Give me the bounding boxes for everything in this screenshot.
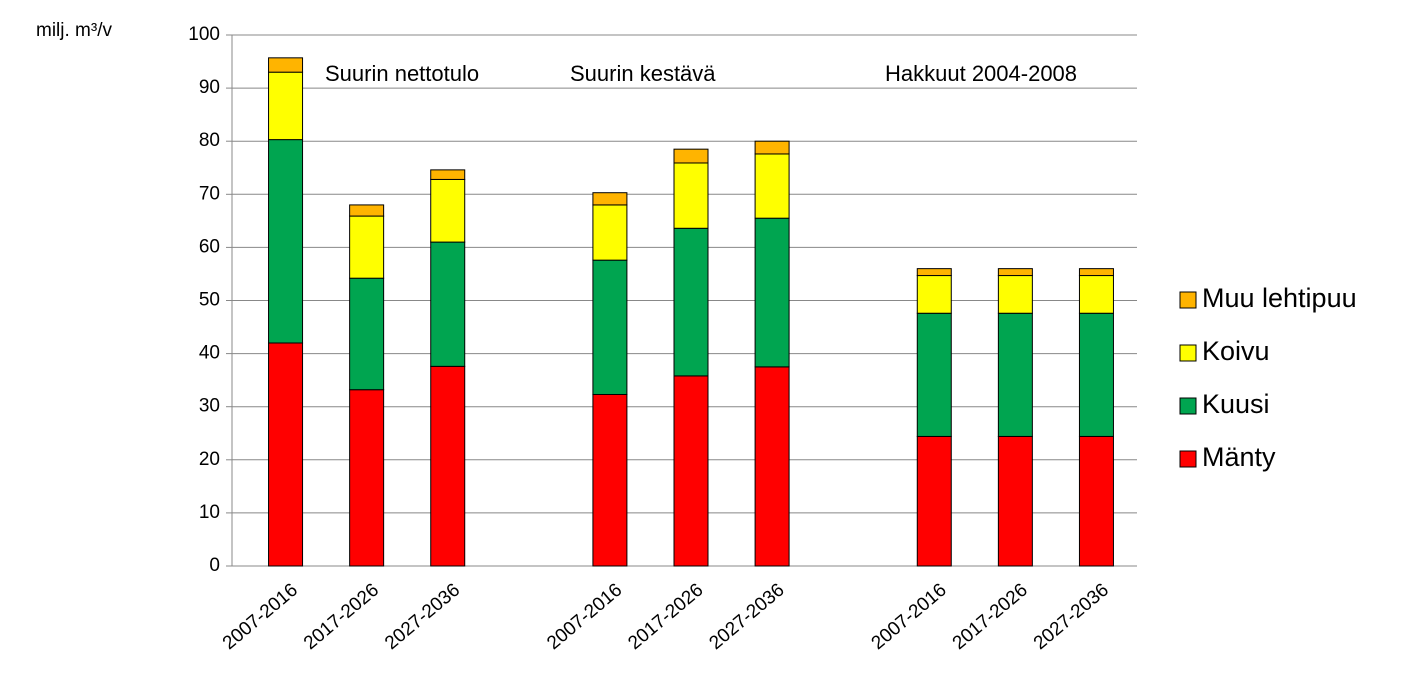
bar-segment: [349, 277, 385, 391]
bar-segment: [430, 169, 466, 180]
bar-segment: [916, 268, 952, 277]
bar-segment: [349, 215, 385, 279]
bar-segment: [754, 140, 790, 155]
bar-segment: [592, 204, 628, 261]
legend-label: Koivu: [1202, 336, 1270, 366]
bar-segment: [1078, 275, 1114, 314]
bar-segment: [916, 312, 952, 437]
y-tick-label: 100: [188, 24, 220, 45]
y-tick-label: 30: [199, 396, 220, 417]
x-tick-label: 2017-2026: [300, 580, 383, 655]
y-tick-label: 10: [199, 502, 220, 523]
bar-segment: [349, 389, 385, 567]
bar-segment: [268, 342, 304, 567]
x-tick-label: 2027-2036: [1030, 580, 1113, 655]
bar-segment: [997, 268, 1033, 277]
bar-segment: [997, 312, 1033, 437]
bar-segment: [1078, 435, 1114, 567]
y-tick-label: 40: [199, 343, 220, 364]
legend-marker: [1179, 291, 1197, 309]
bar-segment: [1078, 312, 1114, 437]
bar-segment: [754, 217, 790, 368]
y-tick-label: 70: [199, 183, 220, 204]
bar-segment: [268, 57, 304, 73]
legend-label: Mänty: [1202, 442, 1276, 472]
bar-segment: [673, 227, 709, 377]
x-tick-label: 2007-2016: [543, 580, 626, 655]
bar-segment: [673, 148, 709, 164]
bar-segment: [997, 435, 1033, 567]
legend-marker: [1179, 450, 1197, 468]
y-tick-label: 50: [199, 290, 220, 311]
y-tick-label: 90: [199, 77, 220, 98]
x-tick-label: 2017-2026: [949, 580, 1032, 655]
bar-segment: [997, 275, 1033, 314]
bar-segment: [916, 275, 952, 314]
bar-segment: [1078, 268, 1114, 277]
legend-marker: [1179, 344, 1197, 362]
x-tick-label: 2027-2036: [381, 580, 464, 655]
y-tick-label: 80: [199, 130, 220, 151]
y-tick-label: 0: [209, 555, 220, 576]
bar-segment: [916, 435, 952, 567]
y-tick-label: 60: [199, 236, 220, 257]
annotation: Hakkuut 2004-2008: [885, 61, 1077, 86]
legend-marker: [1179, 397, 1197, 415]
bar-segment: [673, 375, 709, 567]
bar-segment: [430, 365, 466, 567]
bar-segment: [754, 153, 790, 219]
x-tick-label: 2007-2016: [219, 580, 302, 655]
bar-segment: [430, 178, 466, 243]
bar-segment: [673, 162, 709, 229]
x-tick-label: 2017-2026: [624, 580, 707, 655]
legend-label: Muu lehtipuu: [1202, 283, 1357, 313]
y-tick-label: 20: [199, 449, 220, 470]
bar-segment: [268, 139, 304, 344]
bar-segment: [268, 71, 304, 141]
x-tick-label: 2007-2016: [868, 580, 951, 655]
bar-segment: [592, 393, 628, 567]
bar-segment: [592, 192, 628, 206]
x-tick-label: 2027-2036: [705, 580, 788, 655]
bar-segment: [349, 204, 385, 217]
y-axis-label: milj. m³/v: [36, 20, 112, 41]
annotation: Suurin kestävä: [570, 61, 716, 86]
bar-segment: [592, 259, 628, 395]
bar-segment: [430, 241, 466, 367]
annotation: Suurin nettotulo: [325, 61, 479, 86]
bar-segment: [754, 366, 790, 567]
legend-label: Kuusi: [1202, 389, 1270, 419]
